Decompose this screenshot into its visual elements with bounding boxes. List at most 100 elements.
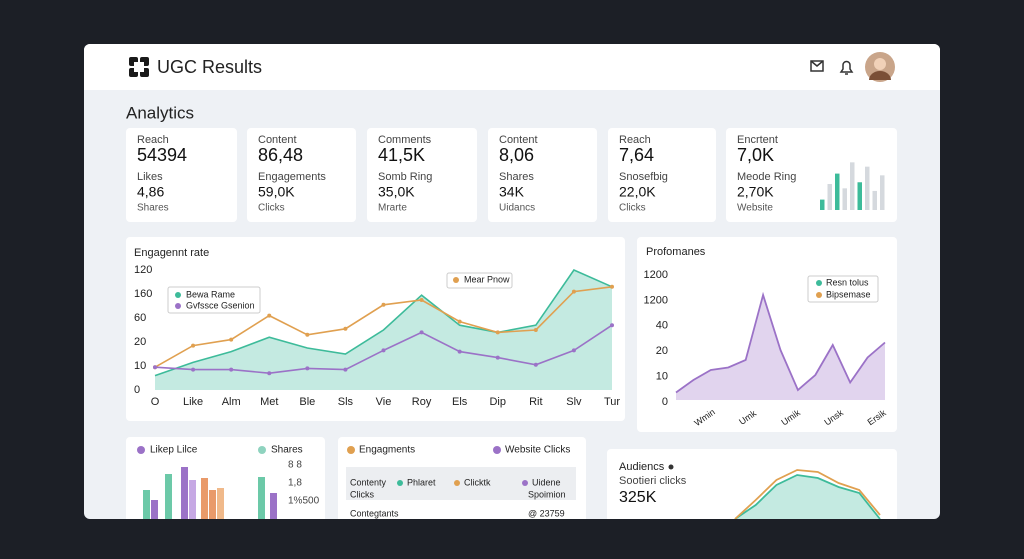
legend-dot bbox=[493, 446, 501, 454]
area bbox=[676, 295, 885, 400]
point bbox=[610, 323, 614, 328]
point bbox=[419, 330, 424, 335]
point bbox=[191, 343, 196, 348]
mini-bar bbox=[880, 175, 885, 210]
point bbox=[343, 367, 348, 372]
audience-panel bbox=[607, 449, 897, 529]
y-tick-label: 60 bbox=[134, 312, 146, 324]
y-tick-label: 160 bbox=[134, 288, 152, 300]
y-tick-label: 20 bbox=[134, 336, 146, 348]
table-header: Uidene bbox=[532, 477, 561, 487]
stat-card bbox=[126, 128, 237, 222]
chart-title: Engagennt rate bbox=[134, 247, 209, 259]
point bbox=[495, 330, 500, 335]
mini-bar bbox=[857, 182, 862, 210]
y-tick-label: 120 bbox=[134, 264, 152, 276]
header-dot bbox=[397, 480, 403, 486]
x-tick-label: Tur bbox=[604, 396, 620, 408]
x-tick-label: Like bbox=[183, 396, 203, 408]
bar bbox=[181, 467, 188, 519]
y-tick-label: 40 bbox=[656, 320, 668, 332]
legend-box bbox=[167, 286, 261, 314]
legend-label: Bewa Rame bbox=[186, 289, 235, 299]
x-tick-label: Slv bbox=[566, 396, 582, 408]
table-subheader: Clicks bbox=[350, 489, 374, 499]
legend-dot bbox=[175, 303, 181, 309]
logo bbox=[129, 57, 149, 77]
legend-label: Mear Pnow bbox=[464, 274, 510, 284]
area bbox=[735, 475, 880, 519]
panel-value: 325K bbox=[619, 489, 657, 506]
bar bbox=[165, 474, 172, 519]
header-dot bbox=[522, 480, 528, 486]
stat-value: 54394 bbox=[137, 145, 187, 165]
point bbox=[305, 332, 310, 337]
stat-sub-value: 2,70K bbox=[737, 184, 774, 200]
y-tick-label: 0 bbox=[134, 384, 140, 396]
table-cell: Contegtants bbox=[350, 508, 399, 518]
point bbox=[343, 326, 348, 331]
x-tick-label: Els bbox=[452, 396, 468, 408]
stat-sub-label: Likes bbox=[137, 171, 163, 183]
x-tick-label: Met bbox=[260, 396, 278, 408]
stat-label: Reach bbox=[137, 134, 169, 146]
stat-sub-label: Meode Ring bbox=[737, 171, 796, 183]
bar bbox=[143, 490, 150, 519]
bell-icon[interactable] bbox=[839, 60, 854, 75]
y-tick-label: 1200 bbox=[644, 294, 668, 306]
stat-label: Content bbox=[499, 134, 538, 146]
x-tick-label: O bbox=[151, 396, 160, 408]
stat-card bbox=[608, 128, 716, 222]
line bbox=[675, 291, 886, 394]
table-subheader: Spoimion bbox=[528, 489, 566, 499]
legend-label: Engagments bbox=[359, 445, 415, 456]
panel-subtitle: Sootieri clicks bbox=[619, 475, 687, 487]
y-tick-label: 1%500 bbox=[288, 496, 320, 507]
stat-footer: Clicks bbox=[619, 203, 646, 214]
point bbox=[305, 366, 310, 371]
point bbox=[381, 348, 386, 353]
legend-label: Website Clicks bbox=[505, 445, 570, 456]
legend-label: Bipsemase bbox=[826, 289, 871, 299]
mini-bar bbox=[835, 173, 840, 210]
legend-label: Gvfssce Gsenion bbox=[186, 300, 255, 310]
point bbox=[495, 355, 500, 360]
legend-dot bbox=[137, 446, 145, 454]
stat-card bbox=[488, 128, 597, 222]
point bbox=[191, 367, 196, 372]
legend-dot bbox=[347, 446, 355, 454]
x-tick-label: Rit bbox=[529, 396, 542, 408]
stat-footer: Uidancs bbox=[499, 203, 535, 214]
point bbox=[610, 284, 614, 289]
stat-value: 86,48 bbox=[258, 145, 303, 165]
point bbox=[381, 302, 386, 307]
stat-sub-label: Shares bbox=[499, 171, 534, 183]
x-tick-label: Vie bbox=[376, 396, 392, 408]
table-header: Phlaret bbox=[407, 477, 436, 487]
stat-sub-value: 22,0K bbox=[619, 184, 656, 200]
point bbox=[457, 349, 462, 354]
stat-footer: Mrarte bbox=[378, 203, 407, 214]
point bbox=[533, 362, 538, 367]
stat-footer: Website bbox=[737, 203, 773, 214]
legend-box bbox=[807, 275, 879, 303]
bar bbox=[258, 477, 265, 519]
legend-dot bbox=[816, 292, 822, 298]
avatar[interactable] bbox=[865, 52, 895, 82]
point bbox=[457, 319, 462, 324]
stat-label: Content bbox=[258, 134, 297, 146]
mail-icon[interactable] bbox=[810, 60, 824, 72]
x-tick-label: Dip bbox=[489, 396, 506, 408]
line bbox=[154, 269, 613, 377]
mini-bar bbox=[865, 166, 870, 210]
y-tick-label: 10 bbox=[134, 360, 146, 372]
stat-sub-label: Snosefbig bbox=[619, 171, 668, 183]
page-title: Analytics bbox=[126, 103, 194, 122]
bar bbox=[189, 480, 196, 519]
stat-footer: Shares bbox=[137, 203, 169, 214]
legend-dot bbox=[668, 464, 674, 470]
stat-card bbox=[367, 128, 477, 222]
mini-bar bbox=[850, 162, 855, 210]
table-cell: @ 23759 bbox=[528, 508, 565, 518]
x-tick-label: Sls bbox=[338, 396, 354, 408]
